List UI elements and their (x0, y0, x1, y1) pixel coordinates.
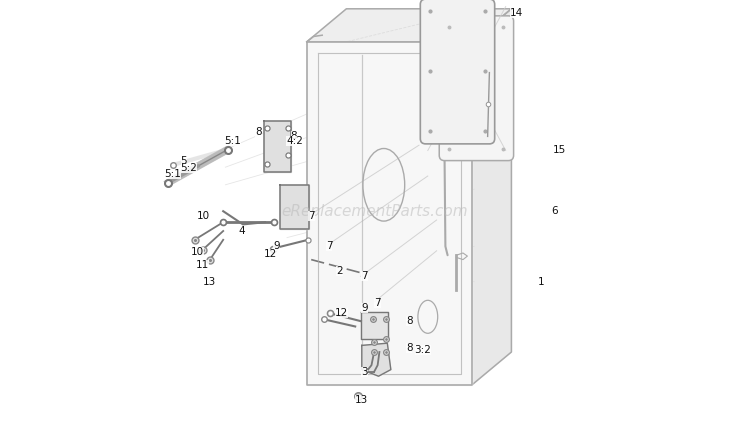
Text: 3: 3 (361, 367, 368, 377)
Text: 2: 2 (336, 266, 343, 275)
Text: 7: 7 (308, 211, 315, 220)
Text: 10: 10 (196, 211, 210, 220)
Text: 9: 9 (361, 303, 368, 313)
FancyBboxPatch shape (420, 0, 495, 144)
Polygon shape (361, 312, 388, 339)
Text: 13: 13 (356, 396, 368, 405)
Text: 6: 6 (551, 206, 558, 216)
Text: 1: 1 (538, 277, 544, 286)
FancyBboxPatch shape (440, 16, 514, 161)
Text: 8: 8 (255, 127, 262, 137)
Text: 9: 9 (273, 242, 280, 251)
Text: 8: 8 (406, 343, 412, 352)
Polygon shape (472, 9, 512, 385)
Polygon shape (264, 121, 292, 172)
Text: 5: 5 (181, 156, 188, 165)
Text: eReplacementParts.com: eReplacementParts.com (282, 204, 468, 219)
Polygon shape (307, 9, 512, 42)
Polygon shape (362, 343, 391, 376)
Text: 5:1: 5:1 (164, 169, 181, 179)
Text: 10: 10 (191, 247, 204, 257)
Text: 14: 14 (510, 8, 523, 18)
Polygon shape (280, 185, 309, 229)
Text: 3:2: 3:2 (415, 345, 431, 355)
Text: 7: 7 (326, 242, 332, 251)
Text: 5:2: 5:2 (181, 163, 197, 173)
Text: 4:2: 4:2 (286, 136, 303, 146)
Text: 8: 8 (406, 316, 412, 326)
Text: 11: 11 (196, 260, 208, 270)
Text: 15: 15 (554, 145, 566, 154)
Text: 7: 7 (374, 298, 381, 308)
Text: 5:1: 5:1 (224, 136, 242, 146)
Text: 4: 4 (238, 226, 245, 236)
Text: 7: 7 (361, 271, 368, 281)
Polygon shape (307, 42, 472, 385)
Text: 12: 12 (334, 308, 348, 318)
Text: 8: 8 (290, 131, 297, 140)
Text: 12: 12 (264, 249, 278, 259)
Text: 13: 13 (202, 278, 216, 287)
